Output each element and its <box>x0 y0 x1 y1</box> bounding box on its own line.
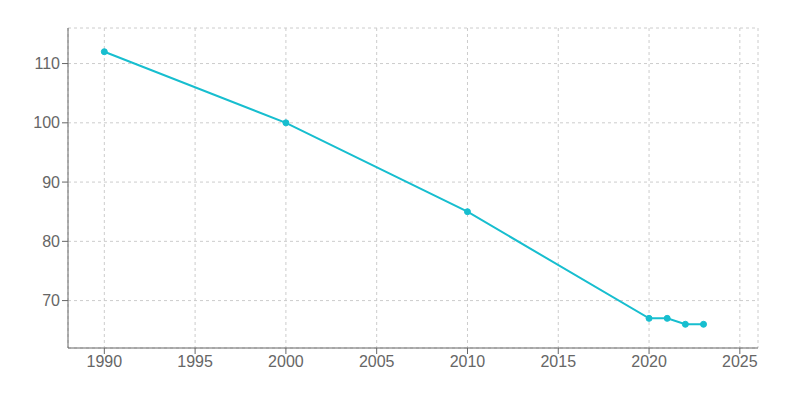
svg-text:100: 100 <box>33 114 60 131</box>
svg-text:1995: 1995 <box>177 353 213 370</box>
svg-text:80: 80 <box>42 233 60 250</box>
svg-text:110: 110 <box>34 55 60 72</box>
svg-text:2025: 2025 <box>722 353 758 370</box>
svg-text:2020: 2020 <box>631 353 667 370</box>
svg-text:2010: 2010 <box>450 353 486 370</box>
svg-text:70: 70 <box>42 292 60 309</box>
svg-text:2015: 2015 <box>540 353 576 370</box>
svg-text:90: 90 <box>42 174 60 191</box>
svg-text:2005: 2005 <box>359 353 395 370</box>
svg-text:2000: 2000 <box>268 353 304 370</box>
svg-text:1990: 1990 <box>87 353 123 370</box>
